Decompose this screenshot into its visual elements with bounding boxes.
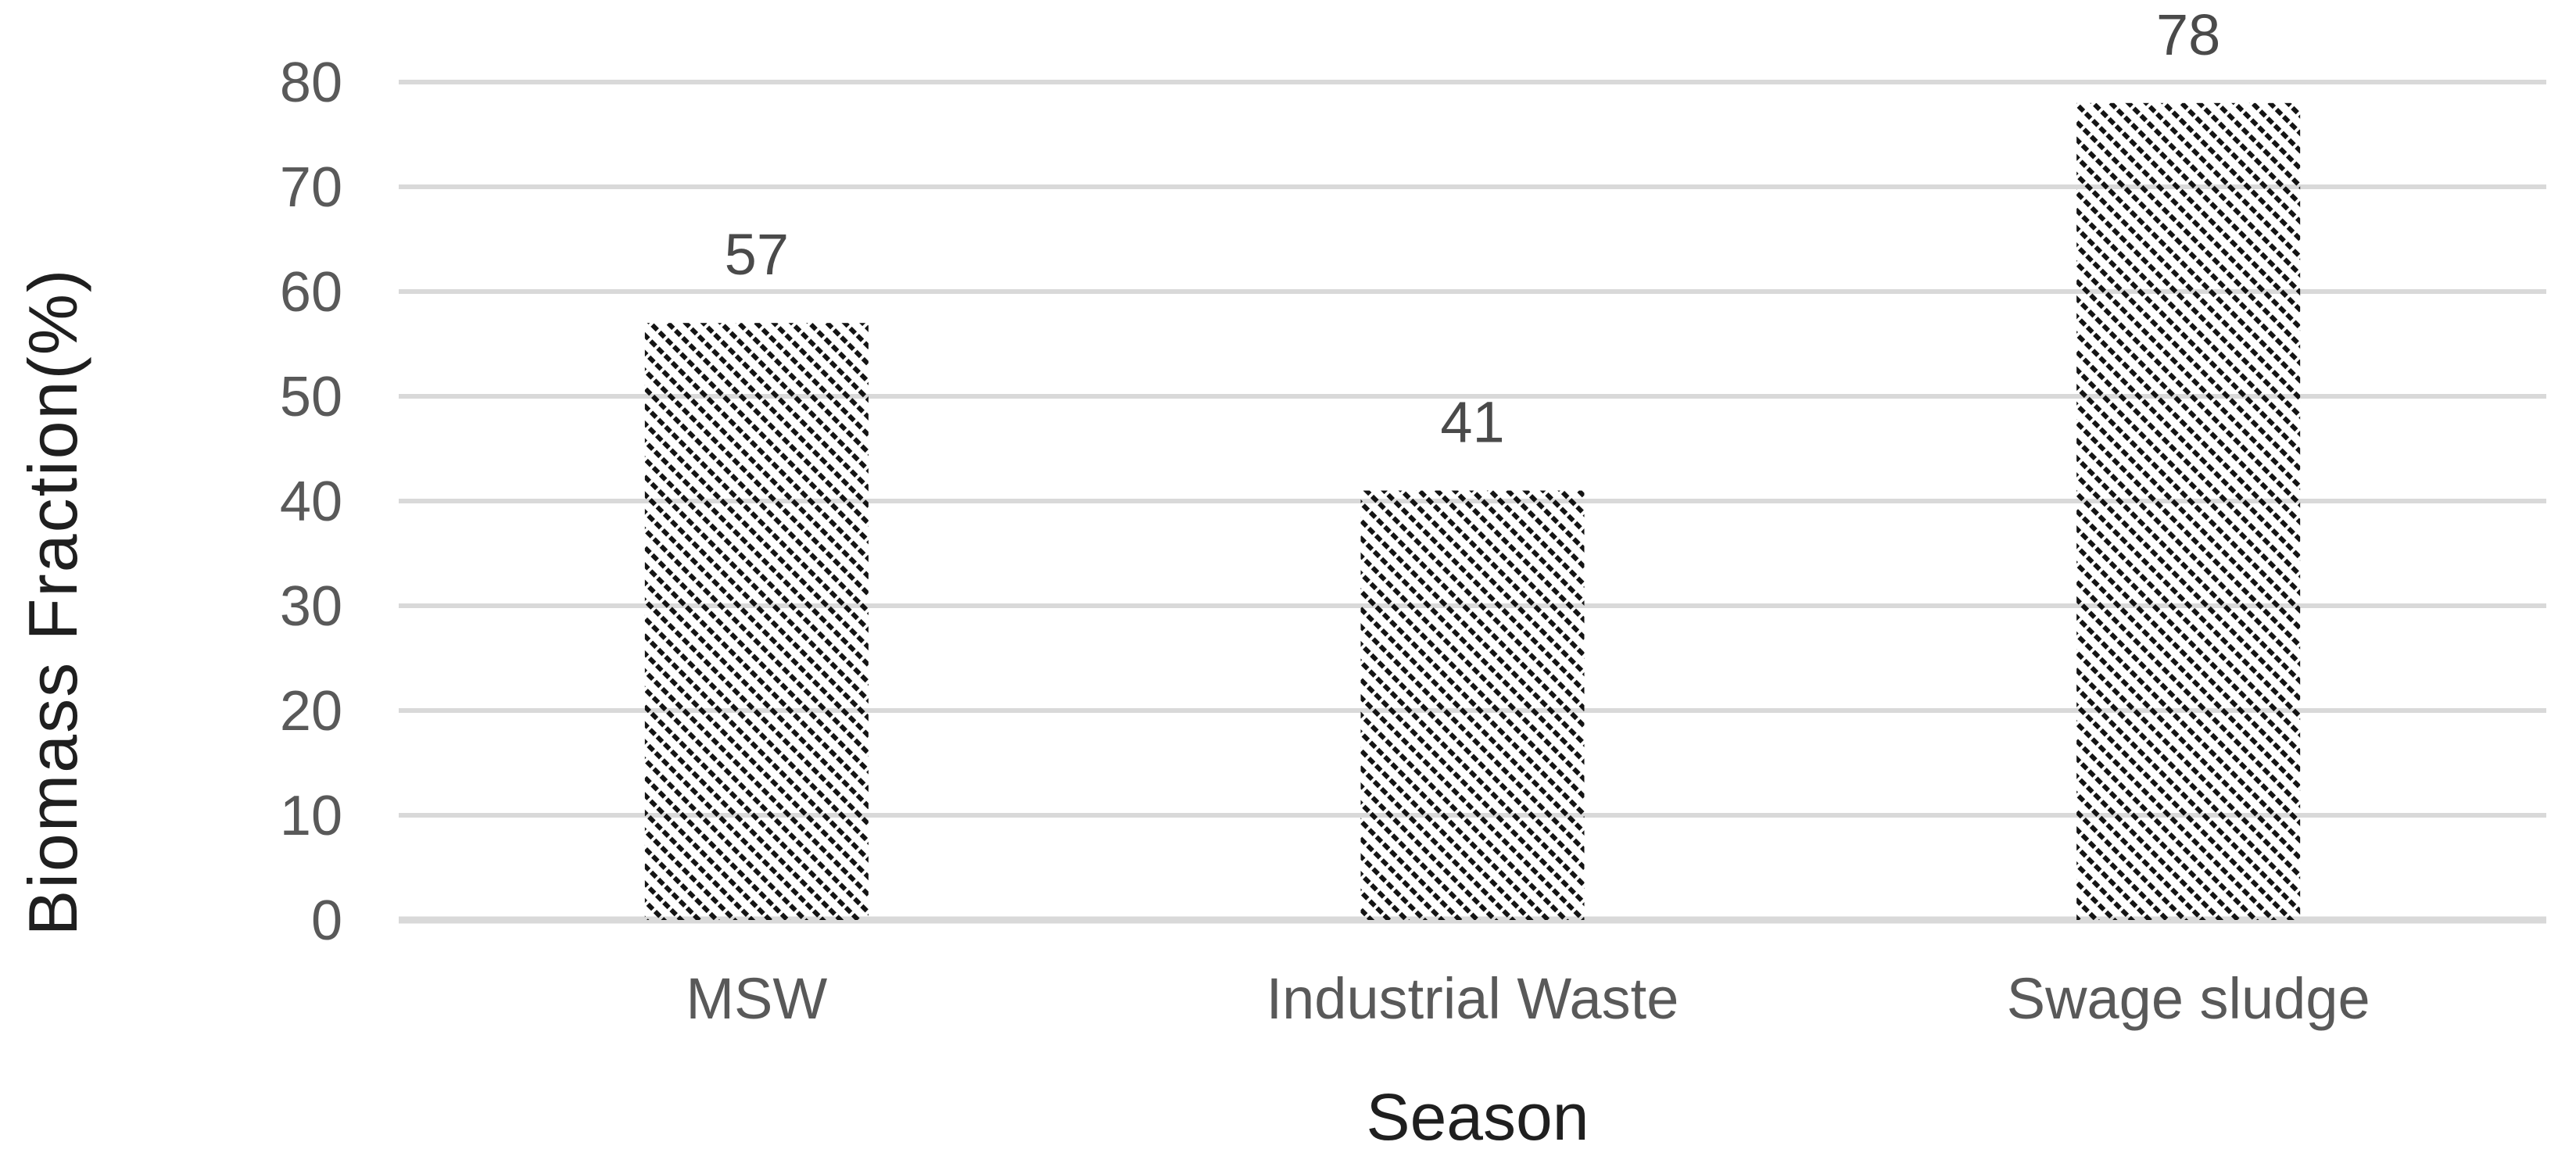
y-tick-label: 60 [280, 261, 342, 324]
y-tick-labels-group: 0 10 20 30 40 50 60 70 80 [280, 52, 342, 952]
y-tick-label: 70 [280, 156, 342, 219]
bar [2076, 102, 2301, 920]
y-tick-label: 0 [311, 890, 342, 952]
y-axis-title: Biomass Fraction(%) [14, 268, 91, 936]
y-tick-label: 50 [280, 366, 342, 428]
y-tick-label: 10 [280, 785, 342, 847]
bar [644, 323, 869, 920]
category-labels-group: MSW Industrial Waste Swage sludge [686, 966, 2370, 1031]
data-labels-group: 57 41 78 [725, 2, 2221, 455]
data-label: 41 [1440, 390, 1504, 455]
category-label: MSW [686, 966, 827, 1031]
category-label: Industrial Waste [1267, 966, 1679, 1031]
category-label: Swage sludge [2007, 966, 2370, 1031]
bar [1360, 490, 1585, 920]
y-tick-label: 80 [280, 52, 342, 114]
y-tick-label: 20 [280, 680, 342, 743]
y-tick-label: 30 [280, 575, 342, 638]
data-label: 57 [725, 222, 789, 287]
bars-group [644, 102, 2301, 920]
x-axis-title: Season [1367, 1080, 1589, 1154]
data-label: 78 [2156, 2, 2220, 67]
y-tick-label: 40 [280, 471, 342, 533]
